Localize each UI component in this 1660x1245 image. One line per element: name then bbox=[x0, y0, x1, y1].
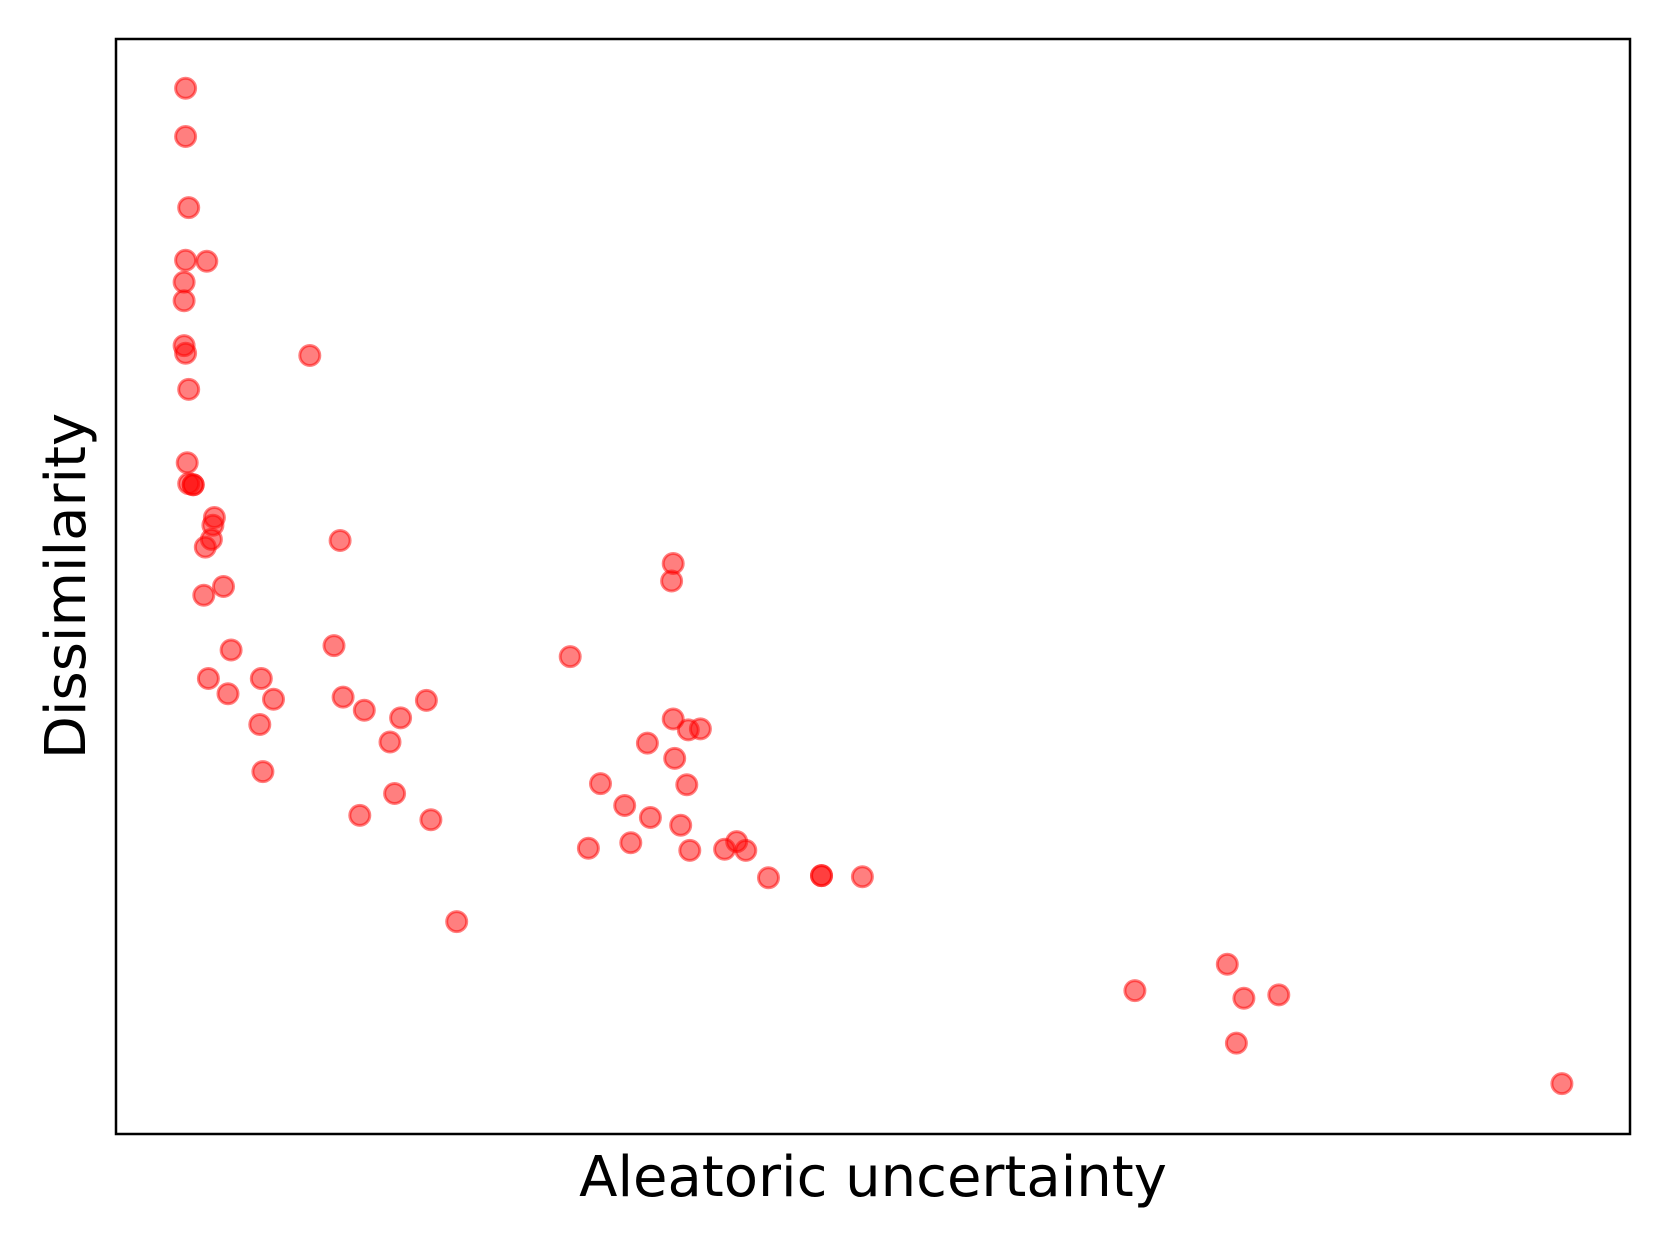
data-point bbox=[576, 836, 600, 860]
x-axis-label: Aleatoric uncertainty bbox=[579, 1145, 1167, 1210]
data-point bbox=[713, 837, 737, 861]
data-point bbox=[850, 865, 874, 889]
data-point bbox=[638, 806, 662, 829]
data-point bbox=[675, 773, 699, 797]
data-point bbox=[619, 831, 643, 855]
data-point bbox=[1123, 979, 1147, 1003]
data-point bbox=[181, 473, 205, 497]
data-point bbox=[414, 688, 438, 712]
data-point bbox=[248, 713, 272, 736]
data-point bbox=[1224, 1031, 1248, 1055]
data-point bbox=[174, 125, 198, 148]
data-point bbox=[298, 344, 322, 367]
data-point bbox=[810, 864, 833, 888]
data-point bbox=[174, 341, 198, 365]
y-axis-label: Dissimilarity bbox=[34, 413, 99, 759]
data-point bbox=[558, 645, 582, 669]
data-point bbox=[661, 707, 685, 731]
data-points bbox=[172, 76, 1574, 1096]
data-point bbox=[177, 196, 201, 220]
data-point bbox=[660, 569, 684, 593]
data-point bbox=[174, 76, 198, 100]
data-point bbox=[177, 377, 201, 401]
data-point bbox=[328, 529, 352, 552]
data-point bbox=[445, 910, 469, 934]
data-point bbox=[389, 706, 413, 730]
data-point bbox=[174, 248, 198, 272]
data-point bbox=[172, 270, 196, 294]
data-point bbox=[195, 249, 219, 273]
data-point bbox=[251, 760, 275, 784]
data-point bbox=[635, 731, 659, 755]
data-point bbox=[1215, 952, 1239, 976]
data-point bbox=[322, 634, 346, 658]
plot-frame bbox=[114, 37, 1632, 1136]
data-point bbox=[734, 838, 758, 862]
data-point bbox=[383, 782, 407, 805]
data-point bbox=[249, 667, 273, 690]
data-point bbox=[216, 682, 240, 706]
data-point bbox=[1232, 986, 1256, 1010]
data-point bbox=[352, 698, 376, 722]
data-point bbox=[419, 808, 443, 832]
data-point bbox=[175, 451, 199, 475]
data-point bbox=[613, 794, 637, 817]
data-point bbox=[193, 535, 217, 559]
data-point bbox=[348, 803, 372, 827]
data-point bbox=[378, 730, 402, 754]
data-point bbox=[219, 638, 243, 662]
data-point bbox=[192, 583, 216, 607]
data-point bbox=[589, 772, 612, 796]
data-point bbox=[663, 746, 687, 770]
data-point bbox=[1550, 1072, 1574, 1096]
data-point bbox=[757, 866, 780, 890]
data-point bbox=[212, 575, 235, 598]
data-point bbox=[196, 667, 220, 690]
data-point bbox=[172, 289, 196, 313]
data-point bbox=[1267, 983, 1291, 1007]
data-point bbox=[202, 506, 226, 529]
data-point bbox=[688, 717, 712, 741]
data-point bbox=[669, 813, 693, 837]
data-point bbox=[262, 687, 285, 711]
data-point bbox=[331, 685, 355, 709]
data-point bbox=[678, 838, 702, 862]
